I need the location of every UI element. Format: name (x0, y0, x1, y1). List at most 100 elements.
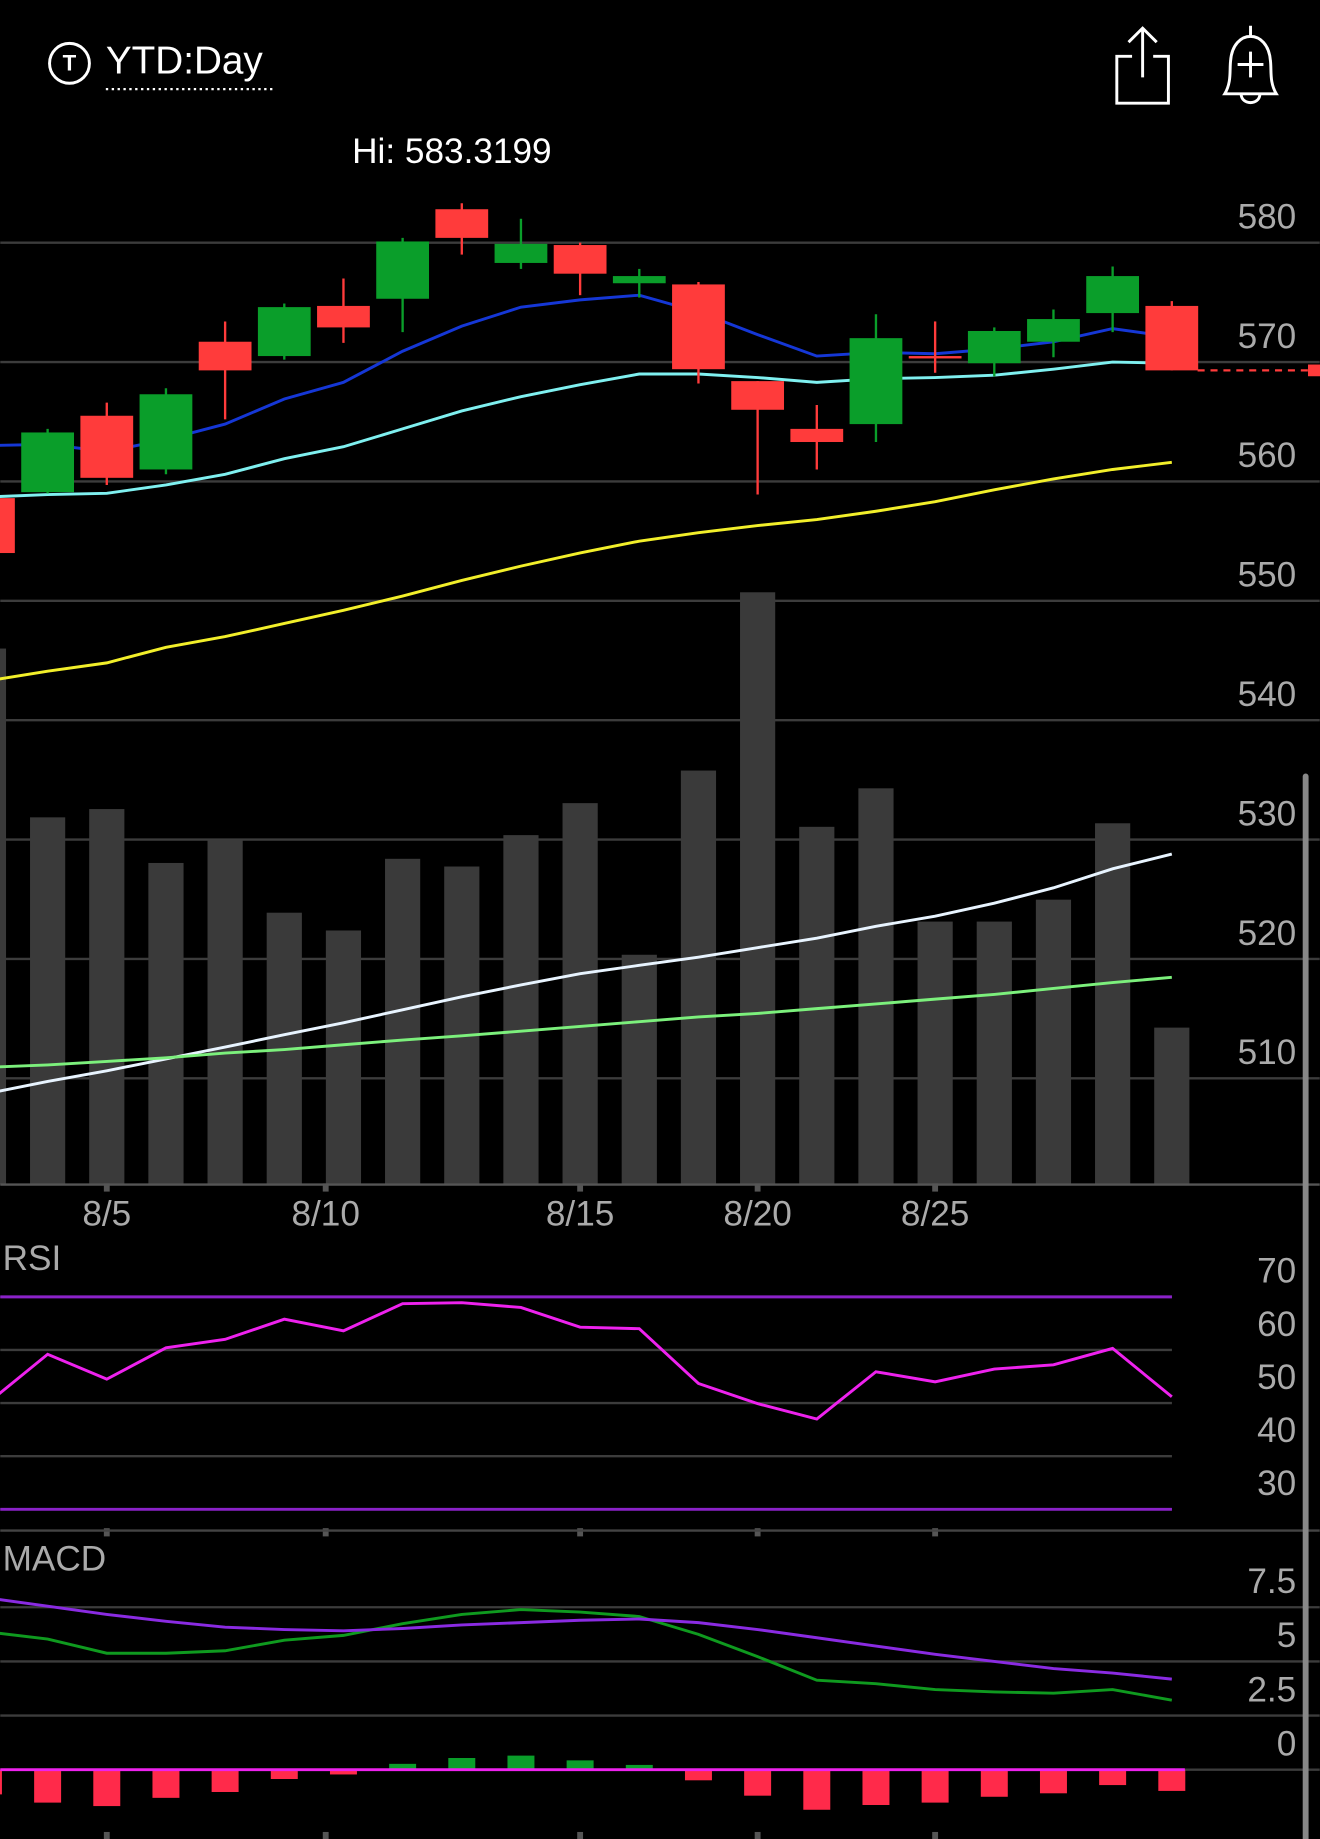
histogram-bar (152, 1769, 180, 1798)
candle-body (849, 338, 903, 425)
y-tick-label: 560 (1238, 436, 1297, 475)
volume-bar (1035, 899, 1072, 1185)
x-tick-label: 8/5 (82, 1195, 131, 1234)
volume-bar (148, 862, 184, 1185)
volume-bar (917, 921, 953, 1185)
histogram-bar (684, 1769, 712, 1781)
histogram-bar (211, 1769, 239, 1793)
y-tick-label: 60 (1257, 1305, 1296, 1344)
candle-body (1027, 319, 1080, 342)
candle-body (257, 307, 311, 357)
y-tick-label: 540 (1238, 675, 1297, 714)
volume-bar (740, 592, 776, 1185)
alert-button[interactable] (1222, 25, 1279, 105)
x-tick-label: 8/25 (901, 1195, 969, 1234)
volume-bar (680, 770, 717, 1185)
volume-bar (621, 954, 657, 1185)
histogram-bar (93, 1769, 121, 1807)
histogram-bar (1099, 1769, 1127, 1786)
histogram-bar (566, 1760, 594, 1770)
current-price-marker (1307, 364, 1320, 377)
histogram-bar (625, 1764, 653, 1770)
y-tick-label: 550 (1238, 556, 1297, 595)
candle-body (317, 305, 370, 328)
x-tick-label: 8/20 (723, 1195, 791, 1234)
histogram-bar (744, 1769, 772, 1796)
indicator-line (0, 975, 1172, 1069)
candle-body (967, 330, 1021, 364)
candle-body (0, 498, 15, 554)
range-icon-letter: T (63, 50, 77, 75)
indicator-line (0, 460, 1172, 681)
y-tick-label: 50 (1257, 1358, 1296, 1397)
y-tick-label: 580 (1238, 197, 1297, 236)
candle-body (494, 243, 548, 263)
volume-bar (1154, 1027, 1190, 1185)
indicator-line (0, 360, 1172, 498)
candle-body (21, 432, 75, 493)
y-tick-label: 5 (1277, 1616, 1297, 1655)
candle-body (612, 276, 666, 284)
volume-bar (89, 809, 125, 1185)
histogram-bar (803, 1769, 831, 1810)
indicator-line (0, 1301, 1173, 1421)
volume-bar (858, 788, 894, 1185)
candle-body (731, 381, 785, 410)
histogram-bar (862, 1769, 890, 1805)
bell-plus (1237, 51, 1264, 78)
histogram-bar (448, 1757, 476, 1770)
y-tick-label: 570 (1238, 317, 1297, 356)
volume-bar (444, 866, 480, 1185)
histogram-bar (0, 1769, 2, 1795)
range-selector[interactable]: T YTD:Day (48, 40, 275, 91)
volume-bar (325, 930, 362, 1185)
y-tick-label: 40 (1257, 1411, 1296, 1450)
candle-body (80, 415, 134, 478)
x-tick-label: 8/10 (291, 1195, 359, 1234)
indicator-line (0, 1598, 1172, 1681)
candle-body (1086, 276, 1140, 314)
candle-body (553, 245, 607, 274)
volume-bar (562, 803, 598, 1185)
volume-bar (503, 835, 539, 1185)
share-box (1115, 54, 1170, 105)
histogram-bar (329, 1769, 357, 1775)
histogram-bar (980, 1769, 1008, 1797)
candle-body (139, 394, 193, 470)
range-title: YTD:Day (106, 40, 264, 83)
indicator-line (0, 1608, 1173, 1702)
share-button[interactable] (1115, 26, 1170, 105)
volume-bar (385, 858, 421, 1185)
histogram-bar (270, 1769, 298, 1780)
y-tick-label: 7.5 (1247, 1562, 1296, 1601)
histogram-bar (507, 1755, 535, 1770)
histogram-bar (34, 1769, 62, 1803)
y-tick-label: 2.5 (1247, 1670, 1296, 1709)
volume-bar (1095, 823, 1131, 1185)
histogram-bar (921, 1769, 949, 1803)
range-icon (48, 41, 91, 85)
volume-bar (0, 648, 7, 1185)
candle-body (198, 341, 252, 371)
share-arrow (1127, 26, 1158, 78)
volume-bar (207, 839, 243, 1185)
volume-bar (799, 826, 835, 1185)
pane-title: MACD (3, 1539, 107, 1578)
x-tick-label: 8/15 (546, 1195, 614, 1234)
y-tick-label: 0 (1277, 1725, 1297, 1764)
histogram-bar (1039, 1769, 1067, 1794)
high-annotation: Hi: 583.3199 (352, 132, 551, 171)
y-tick-label: 530 (1238, 794, 1297, 833)
candle-body (376, 241, 430, 299)
bell (1222, 25, 1279, 105)
histogram-bar (1158, 1769, 1186, 1791)
y-tick-label: 30 (1257, 1464, 1296, 1503)
volume-bar (976, 921, 1012, 1185)
candle-body (790, 428, 844, 443)
candle-body (435, 209, 489, 238)
candle-body (908, 356, 962, 359)
candle-body (672, 284, 725, 370)
y-tick-label: 510 (1238, 1033, 1297, 1072)
